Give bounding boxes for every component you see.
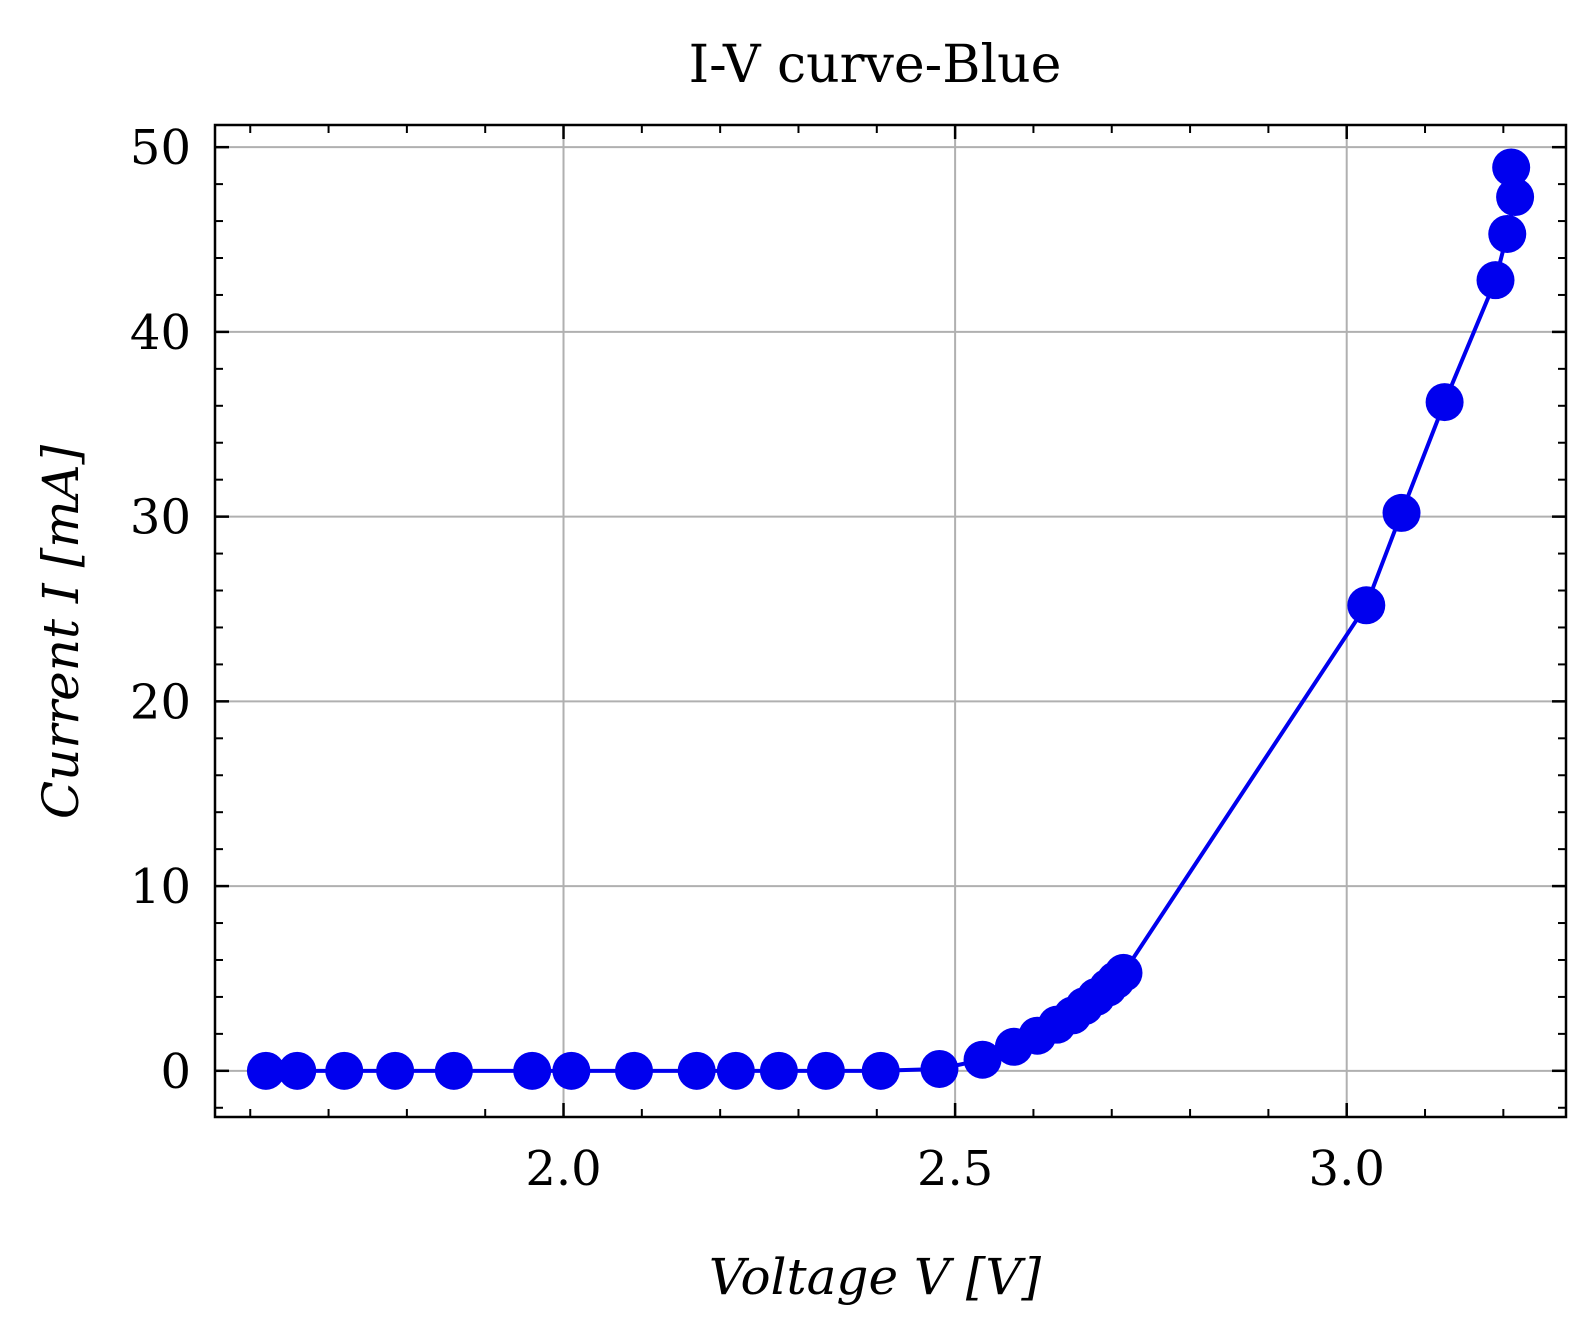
axis-ticks bbox=[215, 125, 1566, 1117]
data-point bbox=[716, 1051, 755, 1090]
data-point bbox=[677, 1051, 716, 1090]
plot-frame bbox=[213, 123, 1568, 1119]
data-point bbox=[513, 1051, 552, 1090]
data-point bbox=[552, 1051, 591, 1090]
x-tick-label: 2.0 bbox=[525, 1141, 601, 1197]
data-point bbox=[1488, 214, 1527, 253]
data-point bbox=[1425, 383, 1464, 422]
data-point bbox=[920, 1049, 959, 1088]
y-tick-label: 50 bbox=[130, 120, 191, 176]
y-tick-label: 40 bbox=[130, 305, 191, 361]
data-point bbox=[278, 1051, 317, 1090]
data-point bbox=[1496, 178, 1535, 217]
data-point bbox=[1104, 953, 1143, 992]
data-point bbox=[376, 1051, 415, 1090]
data-point bbox=[759, 1051, 798, 1090]
data-point bbox=[806, 1051, 845, 1090]
x-axis-label: Voltage V [V] bbox=[709, 1248, 1042, 1306]
y-tick-label: 0 bbox=[160, 1044, 191, 1100]
data-point bbox=[1382, 493, 1421, 532]
y-tick-label: 30 bbox=[130, 490, 191, 546]
data-point bbox=[1492, 148, 1531, 187]
series-line bbox=[265, 167, 1518, 1073]
data-point bbox=[1476, 261, 1515, 300]
tick-labels: 2.0 2.5 3.0 0 10 20 30 40 50 bbox=[130, 120, 1385, 1197]
data-series bbox=[246, 148, 1535, 1090]
chart-title: I-V curve-Blue bbox=[689, 35, 1062, 95]
data-point bbox=[963, 1040, 1002, 1079]
y-tick-label: 20 bbox=[130, 674, 191, 730]
x-tick-label: 3.0 bbox=[1309, 1141, 1385, 1197]
data-point bbox=[861, 1051, 900, 1090]
data-point bbox=[325, 1051, 364, 1090]
x-tick-label: 2.5 bbox=[917, 1141, 993, 1197]
data-point bbox=[615, 1051, 654, 1090]
y-axis-label: Current I [mA] bbox=[32, 444, 90, 819]
y-tick-label: 10 bbox=[130, 859, 191, 915]
data-point bbox=[434, 1051, 473, 1090]
data-point bbox=[1347, 586, 1386, 625]
data-point bbox=[246, 1051, 285, 1090]
